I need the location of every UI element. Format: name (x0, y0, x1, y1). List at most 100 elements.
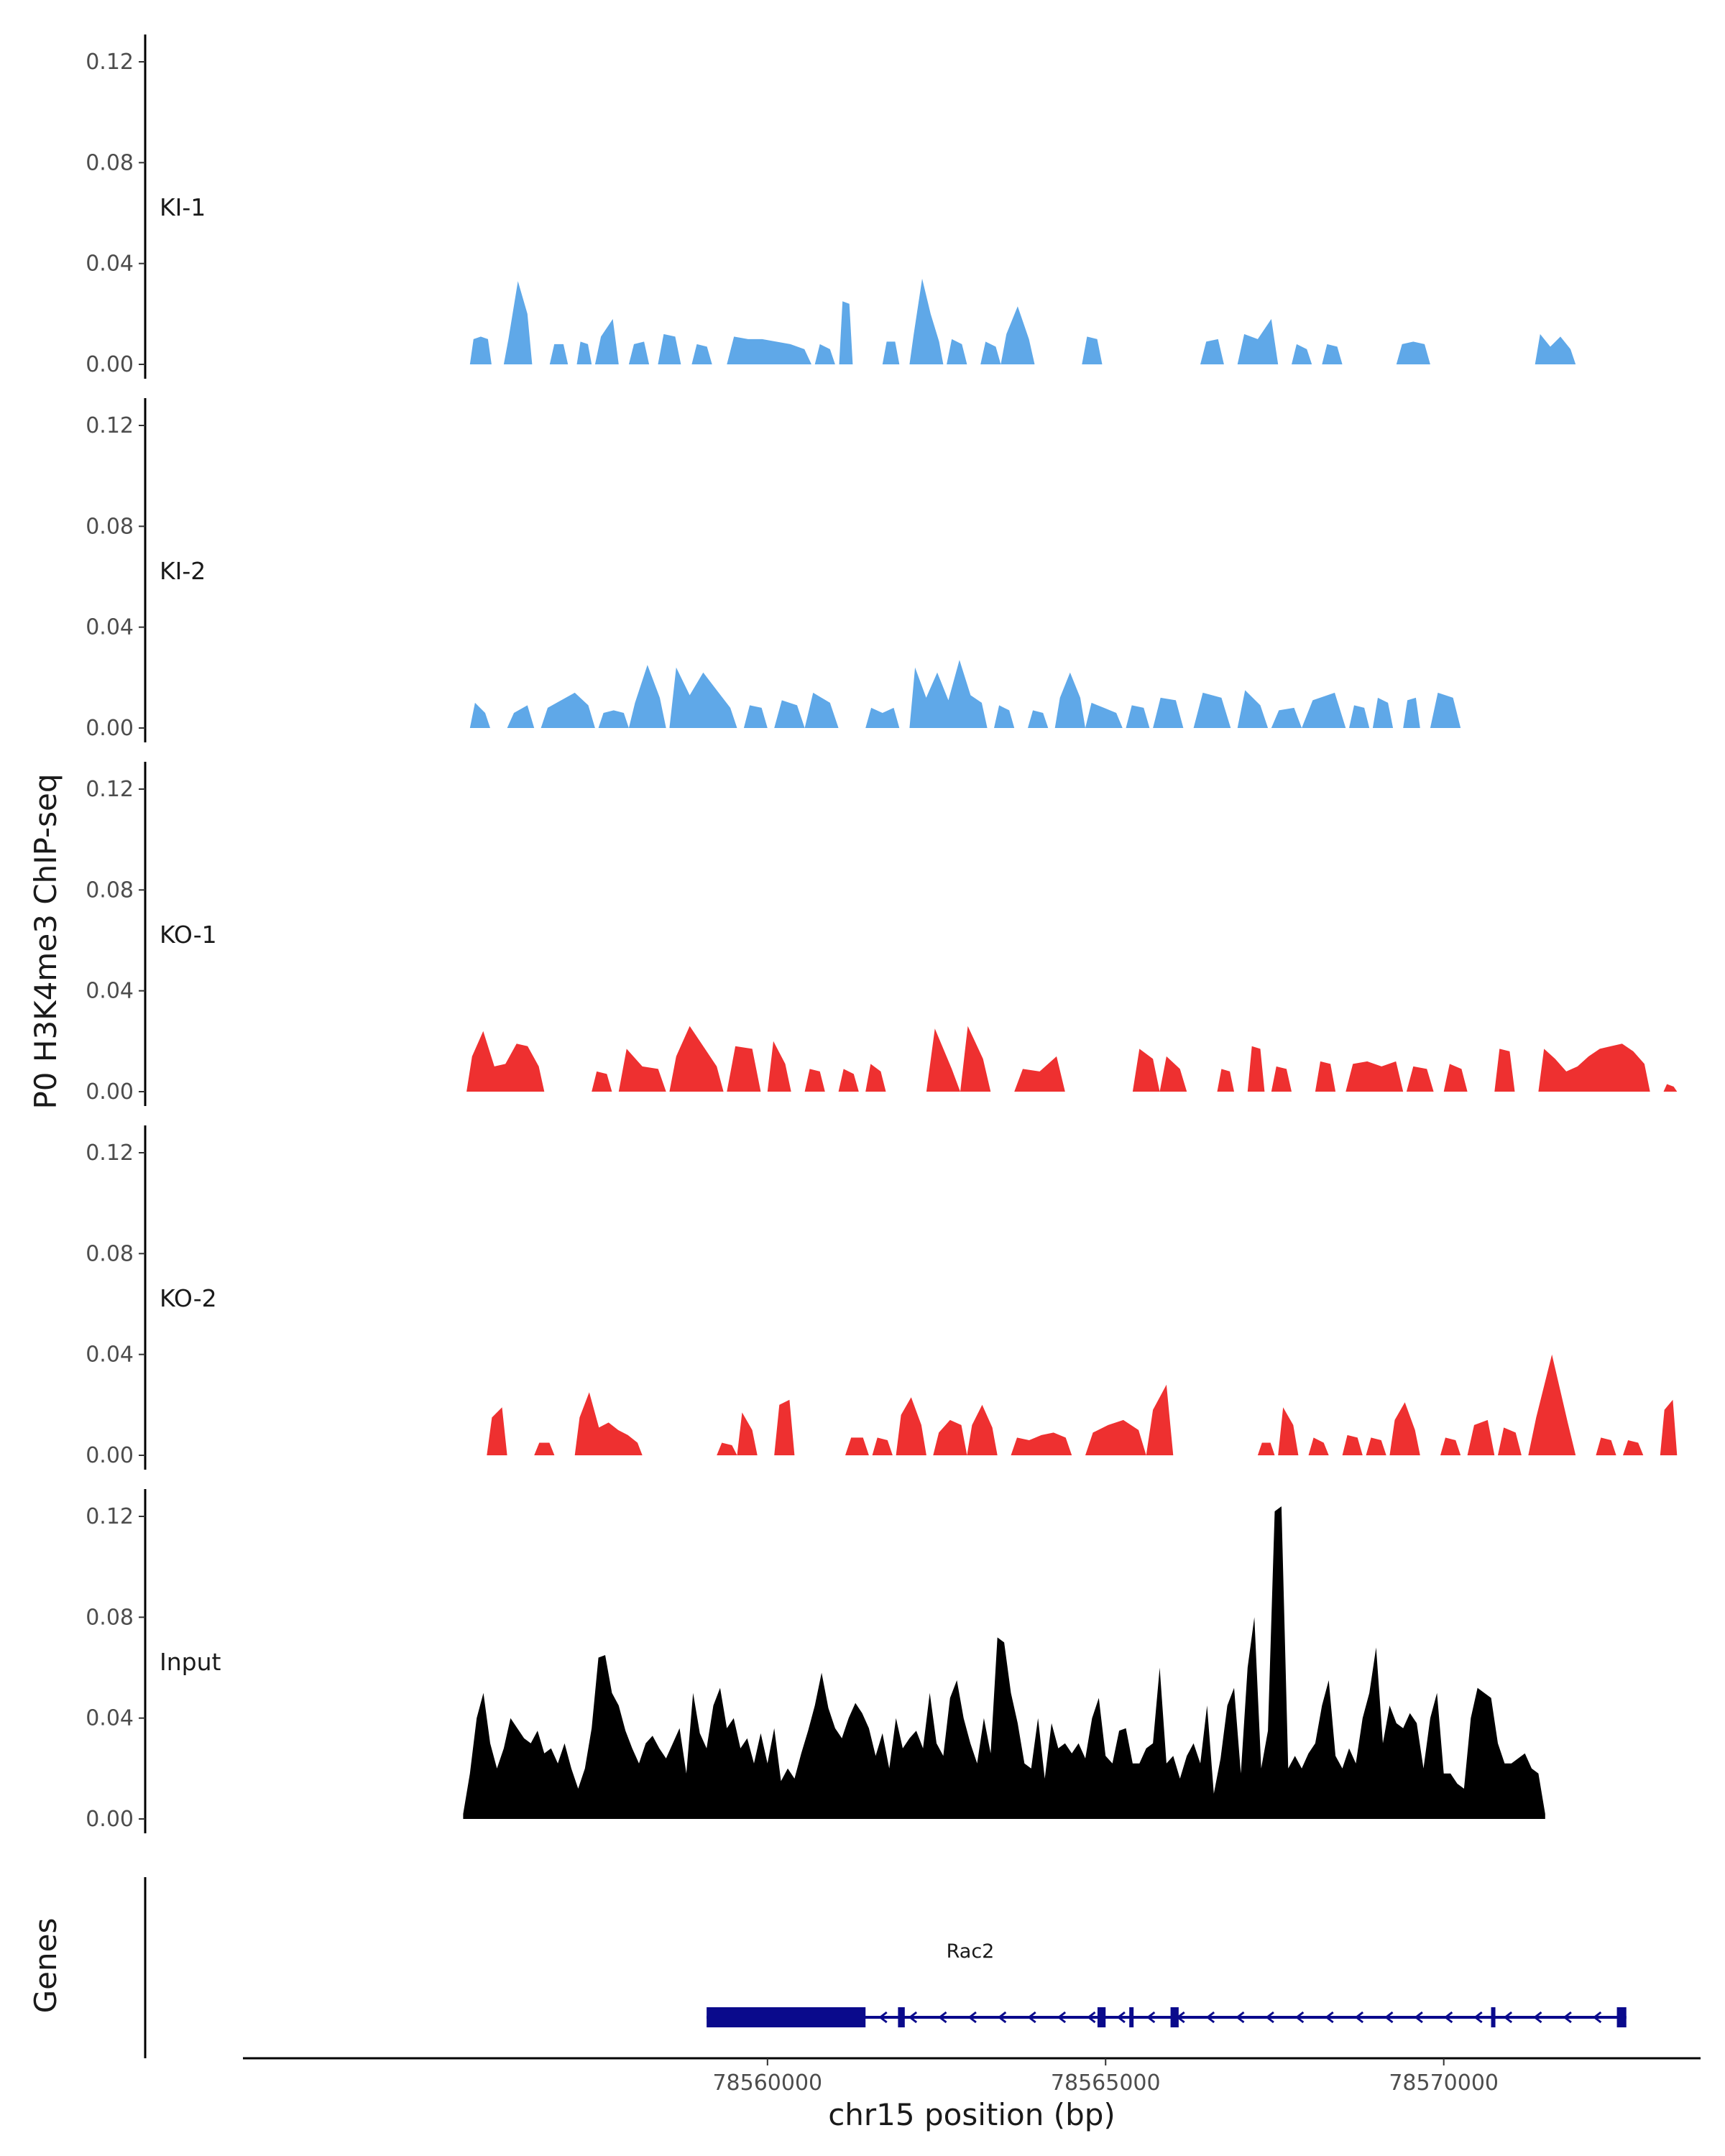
signal-peak (1443, 1064, 1468, 1092)
signal-peak (592, 1071, 612, 1092)
signal-peak (1467, 1419, 1495, 1455)
y-tick-label: 0.08 (86, 150, 134, 175)
signal-peak (804, 1069, 825, 1092)
signal-peak (1257, 1442, 1275, 1455)
signal-peak (1146, 1384, 1174, 1455)
gene-exon (1170, 2007, 1179, 2027)
track-label: KO-2 (160, 1284, 217, 1312)
signal-peak (1396, 341, 1430, 364)
signal-peak (896, 1397, 926, 1455)
signal-peak (845, 1437, 869, 1455)
strand-arrow (1503, 2011, 1513, 2024)
signal-peak (865, 707, 900, 728)
genes-panel-title: Genes (28, 1918, 63, 2014)
signal-peak (1153, 697, 1184, 728)
signal-peak (1315, 1061, 1336, 1092)
signal-profile (463, 1506, 1545, 1819)
gene-exon (1129, 2007, 1134, 2027)
signal-peak (839, 301, 853, 364)
gene-name-label: Rac2 (947, 1940, 995, 1963)
signal-peak (727, 336, 811, 364)
signal-peak (1494, 1049, 1515, 1092)
y-tick-label: 0.00 (86, 1443, 134, 1468)
signal-peak (1389, 1402, 1420, 1455)
signal-peak (1271, 1066, 1292, 1092)
strand-arrow (1473, 2011, 1483, 2024)
strand-arrow (1443, 2011, 1453, 2024)
signal-peak (947, 338, 967, 364)
strand-arrow (1057, 2011, 1067, 2024)
strand-arrow (1294, 2011, 1305, 2024)
strand-arrow (1027, 2011, 1036, 2024)
x-tick-label: 78570000 (1389, 2070, 1499, 2096)
signal-peak (994, 705, 1015, 728)
signal-peak (804, 692, 839, 728)
signal-peak (926, 1028, 960, 1092)
signal-peak (1346, 1061, 1404, 1092)
signal-peak (872, 1437, 893, 1455)
signal-peak (628, 341, 650, 364)
signal-peak (767, 1041, 791, 1092)
signal-peak (1660, 1399, 1678, 1455)
signal-peak (1623, 1440, 1644, 1455)
y-tick-label: 0.04 (86, 1706, 134, 1731)
signal-peak (1302, 692, 1346, 728)
strand-arrow (878, 2011, 888, 2024)
signal-peak (669, 1026, 724, 1092)
signal-peak (1322, 344, 1343, 364)
signal-peak (1663, 1084, 1678, 1092)
signal-peak (1247, 1046, 1265, 1092)
strand-arrow (908, 2011, 918, 2024)
signal-peak (1430, 692, 1461, 728)
signal-peak (1342, 1434, 1363, 1455)
x-axis: 78560000785650007857000078575000 (243, 2057, 1701, 2096)
y-tick-label: 0.00 (86, 716, 134, 741)
signal-peak (540, 692, 595, 728)
gene-exon (898, 2007, 905, 2027)
y-tick-label: 0.04 (86, 615, 134, 640)
y-axis-title: P0 H3K4me3 ChIP-seq (28, 773, 63, 1109)
strand-arrow (938, 2011, 947, 2024)
strand-arrow (1116, 2011, 1126, 2024)
signal-peak (618, 1049, 666, 1092)
signal-peak (774, 700, 805, 728)
signal-peak (1308, 1437, 1329, 1455)
signal-peak (1085, 702, 1123, 728)
y-tick-label: 0.00 (86, 1807, 134, 1832)
track-KO-2: 0.00 0.04 0.08 0.12 KO-2 (86, 1125, 1678, 1470)
signal-peak (1292, 344, 1312, 364)
y-tick-label: 0.04 (86, 252, 134, 277)
strand-arrow (1087, 2011, 1096, 2024)
y-tick-label: 0.12 (86, 413, 134, 438)
strand-arrow (1533, 2011, 1542, 2024)
y-tick-label: 0.12 (86, 1504, 134, 1529)
signal-peak (1237, 690, 1269, 728)
track-Input: 0.00 0.04 0.08 0.12 Input (86, 1489, 1545, 1833)
track-label: KI-2 (160, 557, 206, 585)
signal-peak (737, 1412, 758, 1455)
y-tick-label: 0.12 (86, 50, 134, 75)
signal-peak (669, 667, 737, 728)
signal-peak (743, 705, 768, 728)
strand-arrow (1236, 2011, 1245, 2024)
signal-peak (865, 1064, 886, 1092)
signal-peak (1193, 692, 1231, 728)
signal-peak (594, 318, 619, 364)
signal-peak (1237, 318, 1279, 364)
signal-peak (503, 281, 533, 364)
signal-peak (1028, 710, 1049, 728)
signal-peak (774, 1399, 795, 1455)
strand-arrow (1563, 2011, 1572, 2024)
track-label: Input (160, 1648, 221, 1676)
signal-peak (909, 278, 944, 364)
signal-peak (487, 1407, 507, 1455)
y-tick-label: 0.08 (86, 1241, 134, 1266)
signal-peak (574, 1392, 643, 1455)
signal-peak (549, 344, 569, 364)
x-axis-title: chr15 position (bp) (828, 2097, 1116, 2132)
strand-arrow (1384, 2011, 1394, 2024)
signal-peak (1271, 707, 1302, 728)
signal-peak (576, 341, 592, 364)
strand-arrow (1146, 2011, 1156, 2024)
